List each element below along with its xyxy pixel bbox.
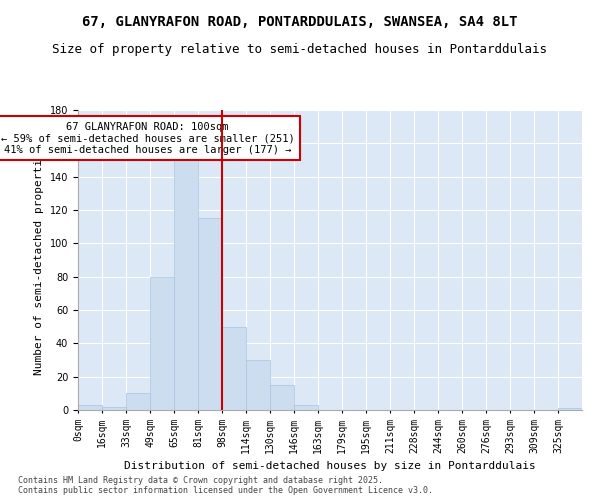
Y-axis label: Number of semi-detached properties: Number of semi-detached properties	[34, 145, 44, 375]
X-axis label: Distribution of semi-detached houses by size in Pontarddulais: Distribution of semi-detached houses by …	[124, 461, 536, 471]
Bar	[558, 408, 582, 410]
Bar	[102, 406, 126, 410]
Bar	[246, 360, 270, 410]
Bar	[270, 385, 294, 410]
Text: 67, GLANYRAFON ROAD, PONTARDDULAIS, SWANSEA, SA4 8LT: 67, GLANYRAFON ROAD, PONTARDDULAIS, SWAN…	[82, 15, 518, 29]
Bar	[78, 405, 102, 410]
Text: Size of property relative to semi-detached houses in Pontarddulais: Size of property relative to semi-detach…	[53, 42, 548, 56]
Bar	[126, 394, 150, 410]
Bar	[150, 276, 174, 410]
Text: 67 GLANYRAFON ROAD: 100sqm
← 59% of semi-detached houses are smaller (251)
41% o: 67 GLANYRAFON ROAD: 100sqm ← 59% of semi…	[1, 122, 295, 155]
Bar	[294, 405, 318, 410]
Bar	[198, 218, 222, 410]
Bar	[222, 326, 246, 410]
Text: Contains HM Land Registry data © Crown copyright and database right 2025.
Contai: Contains HM Land Registry data © Crown c…	[18, 476, 433, 495]
Bar	[174, 160, 198, 410]
